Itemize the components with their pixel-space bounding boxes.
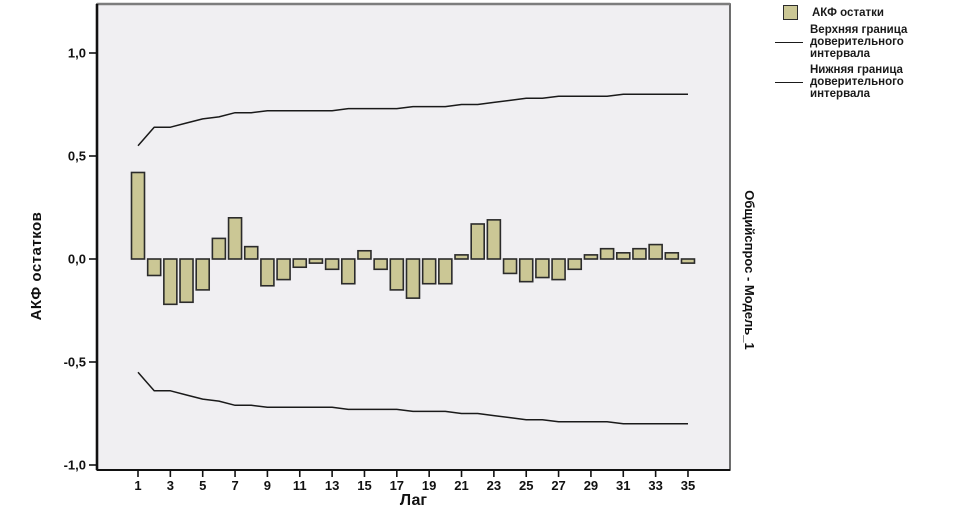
acf-bar (518, 258, 534, 283)
x-tick-label: 15 (357, 478, 371, 493)
acf-bar (211, 237, 227, 260)
x-tick-label: 35 (681, 478, 695, 493)
x-axis-title: Лаг (399, 492, 428, 509)
model-subtitle: Общийспрос - Модель_1 (742, 190, 758, 350)
x-tick-label: 29 (584, 478, 598, 493)
acf-bar (163, 258, 178, 306)
x-tick-label: 19 (422, 478, 436, 493)
acf-bar (276, 258, 291, 281)
x-tick-label: 1 (134, 478, 141, 493)
acf-bar (551, 258, 566, 281)
x-tick-label: 3 (167, 478, 174, 493)
y-tick-label: -1,0 (64, 458, 86, 473)
x-tick-label: 33 (648, 478, 662, 493)
acf-bar (615, 252, 631, 260)
acf-bar (421, 258, 437, 285)
bar-swatch-icon (783, 5, 798, 20)
acf-bar (470, 223, 485, 260)
legend-item-upper-bound: Верхняя граница доверительного интервала (775, 24, 975, 60)
acf-bar (502, 258, 518, 275)
acf-bar (324, 258, 340, 271)
acf-bar (179, 258, 194, 304)
y-tick-label: 0,5 (68, 149, 86, 164)
acf-bar (260, 258, 275, 287)
acf-bar (130, 171, 146, 260)
acf-bar (292, 258, 308, 269)
x-tick-label: 9 (264, 478, 271, 493)
acf-bar (680, 258, 696, 264)
plot-area (97, 4, 730, 470)
x-tick-label: 23 (487, 478, 501, 493)
acf-bar (340, 258, 356, 285)
y-tick-label: 1,0 (68, 46, 86, 61)
x-tick-label: 7 (231, 478, 238, 493)
acf-bar (632, 247, 647, 260)
acf-bar (146, 258, 162, 277)
x-tick-label: 27 (551, 478, 565, 493)
acf-bar (405, 258, 421, 299)
acf-bar (454, 254, 469, 260)
legend-label-upper-bound: Верхняя граница доверительного интервала (810, 24, 908, 60)
x-tick-label: 21 (454, 478, 468, 493)
acf-bar (583, 254, 599, 260)
acf-bar (599, 247, 615, 260)
acf-bar (486, 219, 502, 260)
lower-confidence-line (137, 371, 688, 425)
acf-bar (535, 258, 550, 279)
x-tick-label: 5 (199, 478, 206, 493)
x-tick-label: 13 (325, 478, 339, 493)
y-axis-title: АКФ остатков (27, 211, 45, 321)
x-tick-label: 25 (519, 478, 533, 493)
acf-bar (308, 258, 324, 264)
acf-bar (373, 258, 388, 271)
acf-bar (664, 252, 680, 260)
legend-label-acf: АКФ остатки (812, 6, 884, 19)
lower-bound-line-icon (775, 81, 803, 83)
legend-item-acf: АКФ остатки (775, 5, 975, 20)
acf-bar (567, 258, 583, 271)
legend-label-lower-bound: Нижняя граница доверительного интервала (810, 64, 904, 100)
acf-bar (357, 249, 372, 260)
acf-bar (227, 217, 243, 260)
acf-bar (389, 258, 405, 291)
upper-confidence-line (137, 93, 688, 147)
legend: АКФ остатки Верхняя граница доверительно… (775, 5, 975, 100)
acf-bar (648, 243, 663, 260)
legend-item-lower-bound: Нижняя граница доверительного интервала (775, 64, 975, 100)
acf-bar (195, 258, 211, 291)
x-tick-label: 31 (616, 478, 630, 493)
y-tick-label: -0,5 (64, 355, 86, 370)
y-tick-label: 0,0 (68, 252, 86, 267)
acf-bar (243, 245, 259, 260)
upper-bound-line-icon (775, 41, 803, 43)
x-tick-label: 17 (390, 478, 404, 493)
acf-bar (438, 258, 453, 285)
x-tick-label: 11 (293, 478, 307, 493)
